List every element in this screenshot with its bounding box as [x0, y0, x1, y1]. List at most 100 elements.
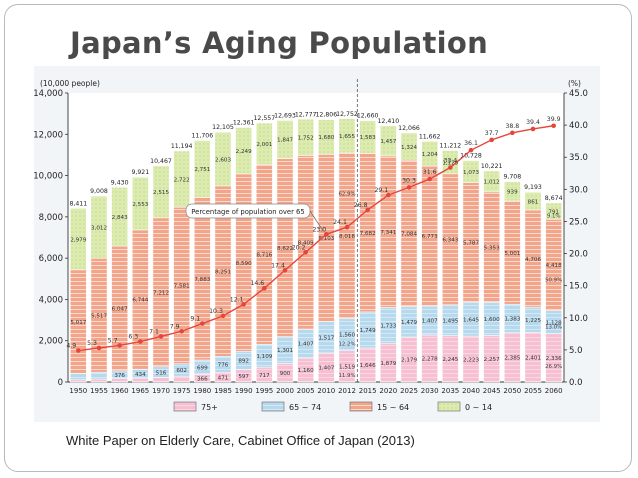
legend-label: 15 ~ 64 [377, 403, 409, 412]
x-tick-label: 2030 [421, 387, 439, 395]
x-tick-label: 2050 [503, 387, 521, 395]
bar-segment-0-14 [442, 150, 459, 175]
percent-point [551, 123, 556, 129]
share-note: 13.0% [545, 325, 562, 331]
percent-point [406, 185, 412, 190]
percent-callout-pointer [309, 210, 324, 232]
segment-value-label: 1,301 [277, 348, 293, 354]
bar-segment-65-74 [90, 371, 108, 380]
percent-point [530, 126, 536, 132]
segment-value-label: 1,560 [339, 333, 355, 339]
segment-value-label: 2,515 [153, 190, 169, 196]
segment-value-label: 6,744 [132, 298, 148, 304]
segment-value-label: 1,012 [484, 180, 500, 186]
legend-label: 65 ~ 74 [289, 403, 321, 412]
percent-value-label: 14.6 [250, 280, 264, 287]
left-tick-label: 6,000 [39, 254, 63, 264]
segment-value-label: 1,407 [422, 319, 438, 325]
segment-value-label: 2,979 [70, 237, 86, 243]
segment-value-label: 7,682 [360, 231, 376, 237]
right-tick-label: 5.0 [569, 346, 583, 356]
percent-point [303, 249, 308, 255]
bar-segment-0-14 [359, 120, 376, 154]
percent-value-label: 39.9 [547, 116, 561, 123]
percent-value-label: 36.1 [464, 140, 478, 147]
percent-point [365, 207, 370, 213]
bar-segment-65-74 [70, 373, 87, 381]
percent-value-label: 29.1 [374, 187, 388, 194]
bar-segment-0-14 [504, 181, 521, 202]
percent-value-label: 23.0 [312, 226, 326, 233]
x-tick-label: 1970 [152, 387, 170, 395]
percent-value-label: 31.6 [423, 169, 437, 176]
segment-value-label: 1,680 [318, 135, 334, 141]
bar-segment-0-14 [132, 176, 149, 231]
segment-value-label: 1,073 [463, 170, 479, 176]
bar-total-label: 9,921 [131, 169, 149, 176]
segment-value-label: 1,160 [298, 368, 314, 374]
right-tick-label: 0.0 [569, 378, 583, 388]
percent-point [282, 267, 288, 273]
segment-value-label: 1,407 [298, 342, 314, 348]
left-tick-label: 12,000 [34, 130, 63, 140]
bar-total-label: 12,557 [254, 115, 276, 122]
right-tick-label: 40.0 [569, 121, 588, 131]
bar-total-label: 12,361 [233, 120, 255, 127]
x-tick-label: 2020 [379, 387, 397, 395]
share-note: 50.9% [545, 278, 562, 284]
bar-segment-0-14 [256, 122, 273, 165]
segment-value-label: 2,179 [401, 358, 417, 364]
bar-segment-75plus [90, 378, 108, 383]
share-note: 26.9% [545, 364, 562, 370]
x-tick-label: 2060 [545, 387, 563, 395]
percent-point [427, 176, 432, 182]
segment-value-label: 892 [238, 359, 249, 365]
segment-value-label: 1,655 [339, 134, 355, 140]
percent-callout-label: Percentage of population over 65 [191, 208, 304, 216]
percent-point [510, 130, 515, 136]
x-tick-label: 1990 [235, 387, 253, 395]
segment-value-label: 5,517 [91, 313, 107, 319]
share-note: 12.2% [338, 341, 355, 347]
bar-segment-0-14 [524, 191, 542, 211]
slide-frame [4, 4, 632, 472]
segment-value-label: 1,749 [360, 328, 376, 334]
segment-value-label: 2,336 [546, 356, 562, 362]
percent-point [200, 321, 205, 326]
axes-layer: 0 2,000 4,000 6,000 8,000 10,000 12,000 14,000 0… [34, 79, 588, 395]
legend-swatch [173, 401, 197, 412]
x-tick-label: 1965 [131, 387, 149, 395]
percent-point [179, 328, 184, 334]
segment-value-label: 2,553 [132, 202, 148, 208]
x-tick-label: 1985 [214, 387, 232, 395]
segment-value-label: 2,751 [194, 167, 210, 173]
bar-segment-75plus [173, 375, 190, 383]
percent-point [117, 343, 122, 348]
bar-segment-0-14 [297, 119, 314, 156]
percent-line [78, 125, 554, 352]
segment-value-label: 2,385 [504, 356, 520, 362]
bar-total-label: 9,008 [90, 188, 108, 195]
percent-point [138, 339, 143, 344]
segment-value-label: 2,278 [422, 357, 438, 363]
x-tick-label: 2000 [276, 387, 294, 395]
segment-value-label: 2,245 [442, 357, 458, 363]
segment-value-label: 8,622 [277, 246, 293, 252]
bar-segment-0-14 [111, 187, 128, 247]
bar-total-label: 10,728 [460, 153, 482, 160]
segment-value-label: 5,017 [70, 320, 86, 326]
segment-value-label: 1,128 [546, 320, 562, 326]
x-tick-label: 2035 [441, 387, 459, 395]
left-tick-label: 8,000 [39, 213, 63, 223]
percent-point [324, 231, 329, 237]
segment-value-label: 1,583 [360, 135, 376, 141]
percent-value-label: 6.3 [128, 334, 138, 341]
segment-value-label: 1,495 [442, 318, 458, 324]
bar-segment-75plus [70, 379, 87, 383]
segment-value-label: 8,251 [215, 269, 231, 275]
percent-value-label: 33.4 [443, 157, 457, 164]
bar-total-label: 12,693 [274, 112, 296, 119]
right-tick-label: 30.0 [569, 185, 588, 195]
left-tick-label: 10,000 [34, 172, 63, 182]
